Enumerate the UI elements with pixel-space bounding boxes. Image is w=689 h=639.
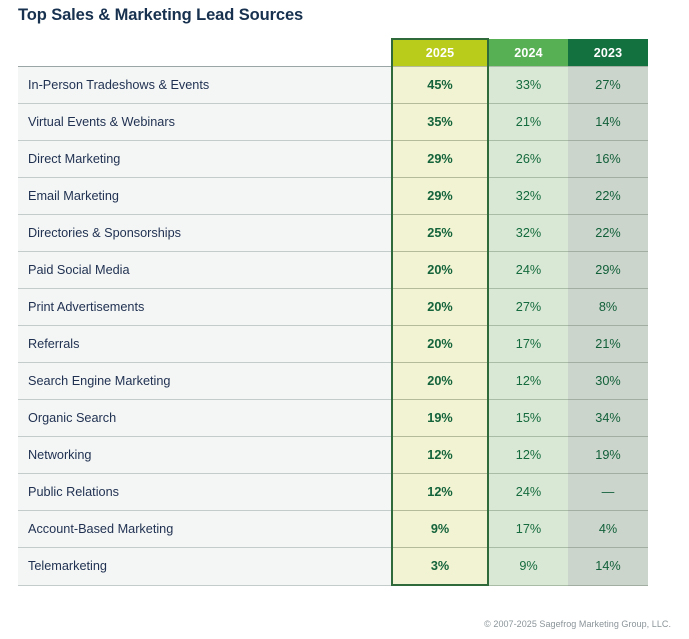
- column-header-2025[interactable]: 2025: [391, 38, 489, 67]
- value-cell-y2025: 19%: [391, 399, 489, 437]
- lead-source-label: Virtual Events & Webinars: [18, 103, 392, 141]
- value-cell-y2025: 3%: [391, 547, 489, 586]
- value-cell-y2024: 32%: [488, 177, 568, 215]
- table-row: Paid Social Media 20% 24% 29%: [18, 251, 648, 289]
- value-cell-y2023: 30%: [568, 362, 648, 400]
- lead-source-label: Search Engine Marketing: [18, 362, 392, 400]
- value-cell-y2023: 19%: [568, 436, 648, 474]
- table-header-row: 2025 2024 2023: [18, 38, 648, 67]
- value-cell-y2025: 9%: [391, 510, 489, 548]
- value-cell-y2024: 17%: [488, 325, 568, 363]
- value-cell-y2025: 12%: [391, 436, 489, 474]
- copyright-footer: © 2007-2025 Sagefrog Marketing Group, LL…: [484, 619, 671, 629]
- lead-source-label: Directories & Sponsorships: [18, 214, 392, 252]
- value-cell-y2024: 24%: [488, 473, 568, 511]
- value-cell-y2024: 12%: [488, 362, 568, 400]
- value-cell-y2025: 20%: [391, 325, 489, 363]
- value-cell-y2023: 29%: [568, 251, 648, 289]
- lead-source-label: Networking: [18, 436, 392, 474]
- lead-source-label: Direct Marketing: [18, 140, 392, 178]
- table-row: Networking 12% 12% 19%: [18, 436, 648, 474]
- table-body: In-Person Tradeshows & Events 45% 33% 27% Vi…: [18, 66, 648, 586]
- lead-source-label: Public Relations: [18, 473, 392, 511]
- value-cell-y2025: 20%: [391, 251, 489, 289]
- value-cell-y2024: 27%: [488, 288, 568, 326]
- lead-source-label: Paid Social Media: [18, 251, 392, 289]
- lead-source-label: Account-Based Marketing: [18, 510, 392, 548]
- value-cell-y2024: 17%: [488, 510, 568, 548]
- value-cell-y2023: 21%: [568, 325, 648, 363]
- lead-source-label: Telemarketing: [18, 547, 392, 586]
- value-cell-y2023: 8%: [568, 288, 648, 326]
- lead-source-label: Email Marketing: [18, 177, 392, 215]
- value-cell-y2023: 16%: [568, 140, 648, 178]
- value-cell-y2023: 4%: [568, 510, 648, 548]
- value-cell-y2023: 27%: [568, 66, 648, 104]
- value-cell-y2024: 26%: [488, 140, 568, 178]
- lead-source-label: Referrals: [18, 325, 392, 363]
- column-header-2023[interactable]: 2023: [568, 39, 648, 67]
- value-cell-y2023: 22%: [568, 214, 648, 252]
- value-cell-y2023: —: [568, 473, 648, 511]
- value-cell-y2025: 12%: [391, 473, 489, 511]
- column-header-2024[interactable]: 2024: [488, 39, 568, 67]
- table-row: Public Relations 12% 24% —: [18, 473, 648, 511]
- value-cell-y2025: 45%: [391, 66, 489, 104]
- value-cell-y2023: 22%: [568, 177, 648, 215]
- value-cell-y2025: 35%: [391, 103, 489, 141]
- table-row: Account-Based Marketing 9% 17% 4%: [18, 510, 648, 548]
- value-cell-y2025: 25%: [391, 214, 489, 252]
- table-row: Directories & Sponsorships 25% 32% 22%: [18, 214, 648, 252]
- value-cell-y2024: 24%: [488, 251, 568, 289]
- table-row: Virtual Events & Webinars 35% 21% 14%: [18, 103, 648, 141]
- value-cell-y2024: 9%: [488, 547, 568, 586]
- table-row: Direct Marketing 29% 26% 16%: [18, 140, 648, 178]
- value-cell-y2024: 12%: [488, 436, 568, 474]
- table-row: Telemarketing 3% 9% 14%: [18, 547, 648, 586]
- table-row: Organic Search 19% 15% 34%: [18, 399, 648, 437]
- value-cell-y2025: 20%: [391, 362, 489, 400]
- lead-source-label: In-Person Tradeshows & Events: [18, 66, 392, 104]
- lead-source-label: Print Advertisements: [18, 288, 392, 326]
- value-cell-y2023: 14%: [568, 547, 648, 586]
- value-cell-y2024: 32%: [488, 214, 568, 252]
- table-row: In-Person Tradeshows & Events 45% 33% 27%: [18, 66, 648, 104]
- value-cell-y2025: 29%: [391, 140, 489, 178]
- table-row: Search Engine Marketing 20% 12% 30%: [18, 362, 648, 400]
- lead-sources-table-container: 2025 2024 2023 In-Person Tradeshows & Ev…: [18, 38, 648, 586]
- value-cell-y2023: 14%: [568, 103, 648, 141]
- value-cell-y2023: 34%: [568, 399, 648, 437]
- value-cell-y2025: 29%: [391, 177, 489, 215]
- table-row: Print Advertisements 20% 27% 8%: [18, 288, 648, 326]
- value-cell-y2024: 21%: [488, 103, 568, 141]
- value-cell-y2025: 20%: [391, 288, 489, 326]
- table-header: 2025 2024 2023: [18, 38, 648, 67]
- value-cell-y2024: 15%: [488, 399, 568, 437]
- lead-source-label: Organic Search: [18, 399, 392, 437]
- column-header-source: [18, 39, 392, 67]
- lead-sources-table: 2025 2024 2023 In-Person Tradeshows & Ev…: [18, 38, 648, 586]
- page-title: Top Sales & Marketing Lead Sources: [18, 6, 304, 24]
- value-cell-y2024: 33%: [488, 66, 568, 104]
- table-row: Email Marketing 29% 32% 22%: [18, 177, 648, 215]
- table-row: Referrals 20% 17% 21%: [18, 325, 648, 363]
